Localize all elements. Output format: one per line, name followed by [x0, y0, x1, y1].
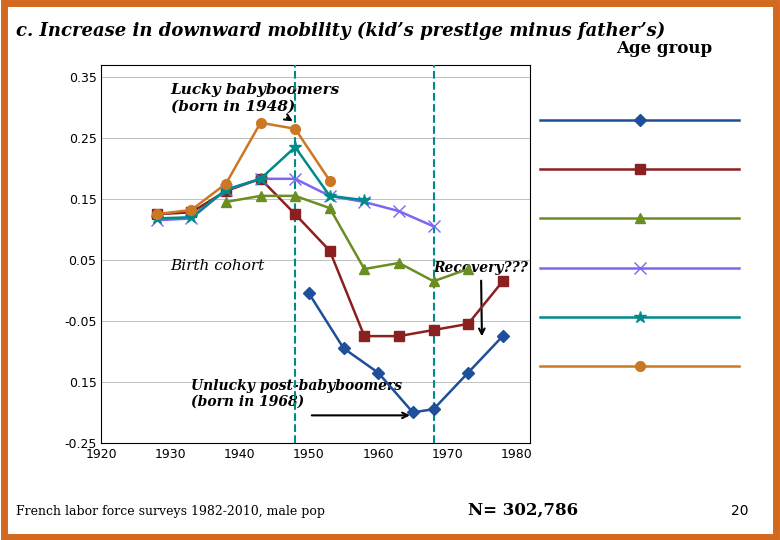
Text: Unlucky post-babyboomers
(born in 1968): Unlucky post-babyboomers (born in 1968) [191, 379, 402, 409]
Text: Birth cohort: Birth cohort [171, 259, 265, 273]
Text: 20: 20 [732, 504, 749, 518]
Text: Age group: Age group [616, 40, 712, 57]
Text: Lucky babyboomers
(born in 1948): Lucky babyboomers (born in 1948) [171, 83, 340, 120]
Text: Recovery???: Recovery??? [434, 261, 528, 334]
Text: French labor force surveys 1982-2010, male pop: French labor force surveys 1982-2010, ma… [16, 505, 324, 518]
Text: c. Increase in downward mobility (kid’s prestige minus father’s): c. Increase in downward mobility (kid’s … [16, 22, 665, 40]
Text: N= 302,786: N= 302,786 [468, 502, 578, 518]
